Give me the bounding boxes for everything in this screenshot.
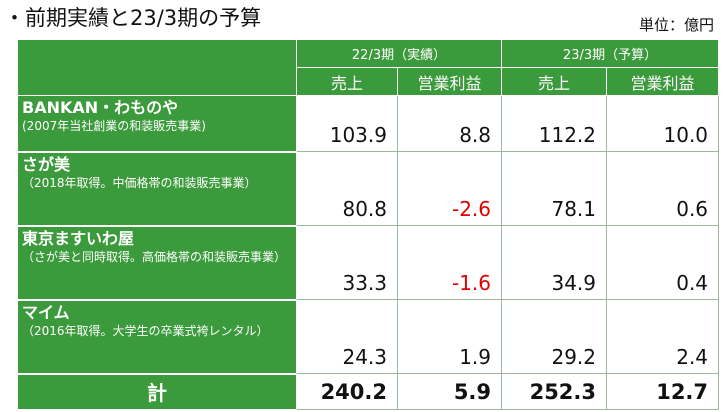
op-profit-actual-value: 1.9 [396, 299, 503, 374]
segment-name: BANKAN・わものや [22, 98, 179, 117]
sales-budget-value: 29.2 [501, 299, 608, 374]
total-row: 計 240.2 5.9 252.3 12.7 [17, 373, 720, 410]
header-period-actual: 22/3期（実績） [295, 39, 503, 68]
total-op-profit-budget: 12.7 [606, 373, 720, 410]
table-row: マイム （2016年取得。大学生の卒業式袴レンタル） 24.3 1.9 29.2… [17, 299, 720, 375]
op-profit-budget-value: 0.6 [606, 151, 720, 226]
segment-cell: マイム （2016年取得。大学生の卒業式袴レンタル） [17, 299, 297, 375]
segment-cell: 東京ますいわ屋 （さが美と同時取得。高価格帯の和装販売事業） [17, 225, 297, 301]
segment-note: （さが美と同時取得。高価格帯の和装販売事業） [22, 249, 287, 264]
total-sales-actual: 240.2 [296, 373, 398, 410]
header-op-profit-actual: 営業利益 [396, 67, 503, 96]
table-row: BANKAN・わものや (2007年当社創業の和装販売事業) 103.9 8.8… [17, 95, 720, 153]
header-sales-budget: 売上 [501, 67, 608, 96]
op-profit-actual-value: 8.8 [396, 95, 503, 152]
header-op-profit-budget: 営業利益 [606, 67, 720, 96]
segment-cell: BANKAN・わものや (2007年当社創業の和装販売事業) [17, 95, 297, 153]
segment-name: さが美 [22, 154, 71, 174]
total-op-profit-actual: 5.9 [396, 373, 503, 410]
unit-label: 単位：億円 [638, 16, 714, 34]
op-profit-budget-value: 2.4 [606, 299, 720, 374]
total-sales-budget: 252.3 [501, 373, 608, 410]
total-label: 計 [17, 373, 297, 410]
segment-note: (2007年当社創業の和装販売事業) [22, 119, 206, 133]
sales-budget-value: 112.2 [501, 95, 608, 152]
sales-actual-value: 80.8 [296, 151, 398, 226]
sales-budget-value: 34.9 [501, 225, 608, 300]
segment-note: （2018年取得。中価格帯の和装販売事業） [22, 175, 257, 190]
op-profit-budget-value: 10.0 [606, 95, 720, 152]
op-profit-budget-value: 0.4 [606, 225, 720, 300]
segment-name: マイム [22, 302, 70, 322]
header-sales-actual: 売上 [296, 67, 398, 96]
sales-actual-value: 33.3 [296, 225, 398, 300]
segment-name: 東京ますいわ屋 [22, 228, 135, 248]
segment-cell: さが美 （2018年取得。中価格帯の和装販売事業） [17, 151, 297, 227]
page-title: ・前期実績と23/3期の予算 [4, 6, 262, 30]
sales-actual-value: 103.9 [296, 95, 398, 152]
op-profit-actual-value: -2.6 [396, 151, 503, 226]
sales-actual-value: 24.3 [296, 299, 398, 374]
segment-note: （2016年取得。大学生の卒業式袴レンタル） [22, 323, 269, 338]
header-period-budget: 23/3期（予算） [501, 39, 720, 68]
table-corner [17, 39, 297, 96]
table-row: 東京ますいわ屋 （さが美と同時取得。高価格帯の和装販売事業） 33.3 -1.6… [17, 225, 720, 301]
op-profit-actual-value: -1.6 [396, 225, 503, 300]
table-row: さが美 （2018年取得。中価格帯の和装販売事業） 80.8 -2.6 78.1… [17, 151, 720, 227]
results-table: 22/3期（実績） 23/3期（予算） 売上 営業利益 売上 営業利益 BANK… [17, 39, 720, 410]
sales-budget-value: 78.1 [501, 151, 608, 226]
